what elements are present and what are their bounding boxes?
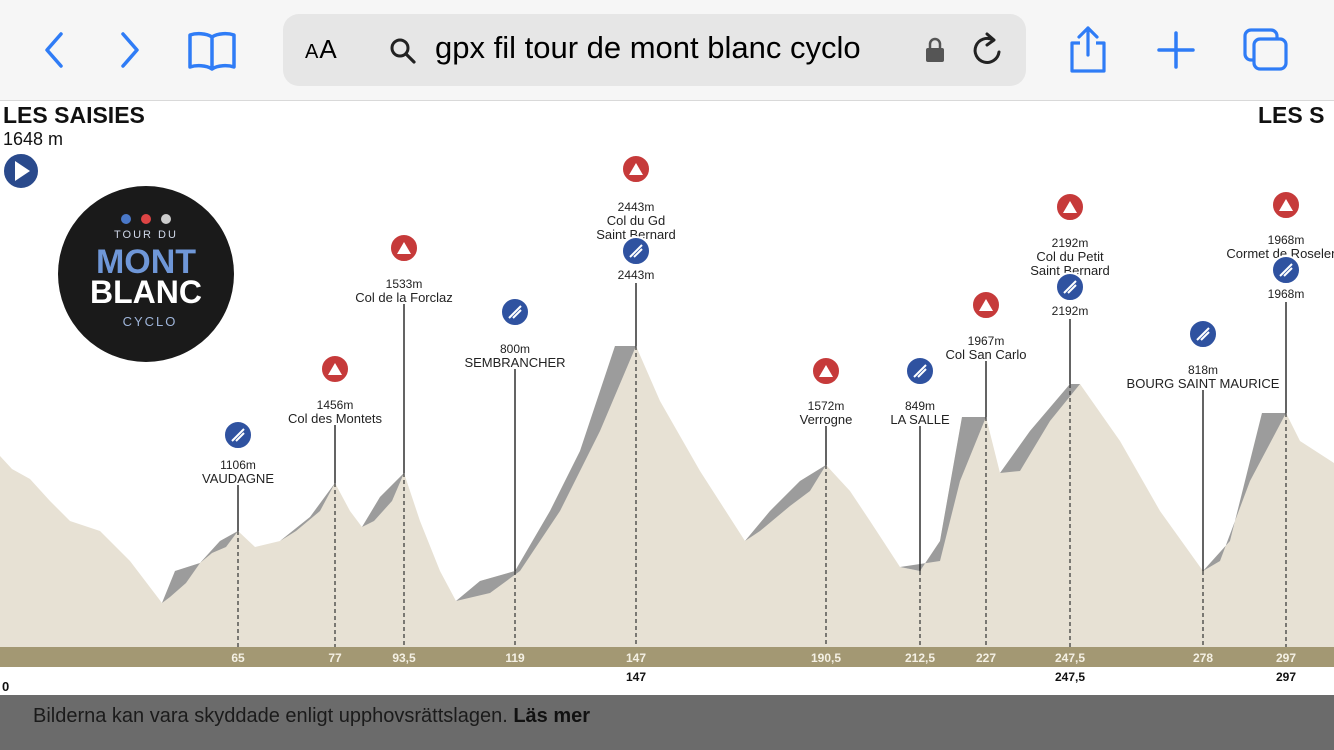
point-km-total: 147 bbox=[626, 670, 646, 684]
town-marker-icon bbox=[223, 420, 253, 450]
elevation-profile-image[interactable]: LES SAISIES 1648 m LES S 0 TOUR DU MONT … bbox=[0, 101, 1334, 695]
chevron-left-icon[interactable] bbox=[24, 20, 84, 80]
point-km-total: 297 bbox=[1276, 670, 1296, 684]
address-bar[interactable]: AAAA gpx fil tour de mont blanc cyclo bbox=[283, 14, 1026, 86]
point-town-elevation: 1968m bbox=[1268, 287, 1305, 301]
col-marker-icon bbox=[621, 154, 651, 184]
profile-shading bbox=[162, 346, 1286, 603]
point-town-elevation: 2192m bbox=[1052, 304, 1089, 318]
profile-area bbox=[0, 346, 1334, 649]
url-text[interactable]: gpx fil tour de mont blanc cyclo bbox=[435, 30, 861, 65]
point-name: SEMBRANCHER bbox=[464, 355, 565, 370]
logo-line3: BLANC bbox=[90, 274, 202, 310]
tabs-icon[interactable] bbox=[1236, 20, 1296, 80]
start-name: LES SAISIES bbox=[3, 102, 145, 128]
col-marker-icon bbox=[1055, 192, 1085, 222]
lock-icon bbox=[925, 36, 945, 69]
point-elevation: 818m bbox=[1188, 363, 1218, 377]
logo-line1: TOUR DU bbox=[114, 229, 178, 241]
point-name: LA SALLE bbox=[890, 412, 950, 427]
copyright-text: Bilderna kan vara skyddade enligt upphov… bbox=[33, 705, 508, 727]
start-marker-icon bbox=[2, 152, 40, 190]
point-name: BOURG SAINT MAURICE bbox=[1127, 376, 1280, 391]
start-km: 0 bbox=[2, 679, 9, 694]
point-name: Col du Petit bbox=[1036, 249, 1104, 264]
town-marker-icon bbox=[1188, 319, 1218, 349]
point-elevation: 1967m bbox=[968, 334, 1005, 348]
point-name: Col San Carlo bbox=[946, 347, 1027, 362]
town-marker-icon bbox=[500, 297, 530, 327]
end-name: LES S bbox=[1258, 102, 1324, 128]
browser-toolbar: AAAA gpx fil tour de mont blanc cyclo bbox=[0, 0, 1334, 101]
point-km: 278 bbox=[1193, 651, 1213, 665]
point-name: Saint Bernard bbox=[1030, 263, 1110, 278]
town-marker-icon bbox=[905, 356, 935, 386]
point-km: 65 bbox=[231, 651, 245, 665]
search-icon bbox=[389, 37, 417, 70]
town-marker-icon bbox=[621, 236, 651, 266]
point-elevation: 1533m bbox=[386, 277, 423, 291]
col-marker-icon bbox=[320, 354, 350, 384]
col-marker-icon bbox=[811, 356, 841, 386]
reload-icon[interactable] bbox=[971, 32, 1005, 73]
point-km: 247,5 bbox=[1055, 651, 1085, 665]
start-elevation: 1648 m bbox=[3, 129, 63, 149]
point-elevation: 1456m bbox=[317, 398, 354, 412]
town-marker-icon bbox=[1055, 272, 1085, 302]
copyright-banner: Bilderna kan vara skyddade enligt upphov… bbox=[0, 695, 1334, 750]
point-name: Col de la Forclaz bbox=[355, 290, 453, 305]
point-km-total: 247,5 bbox=[1055, 670, 1085, 684]
point-name: Col des Montets bbox=[288, 411, 382, 426]
point-elevation: 849m bbox=[905, 399, 935, 413]
point-elevation: 800m bbox=[500, 342, 530, 356]
logo-line4: CYCLO bbox=[123, 314, 178, 329]
col-marker-icon bbox=[971, 290, 1001, 320]
distance-bar bbox=[0, 647, 1334, 667]
col-marker-icon bbox=[1271, 190, 1301, 220]
point-elevation: 2443m bbox=[618, 200, 655, 214]
point-elevation: 1572m bbox=[808, 399, 845, 413]
read-more-link[interactable]: Läs mer bbox=[513, 705, 591, 727]
text-size-button[interactable]: AAAA bbox=[305, 34, 338, 64]
point-km: 77 bbox=[328, 651, 342, 665]
point-elevation: 2192m bbox=[1052, 236, 1089, 250]
plus-icon[interactable] bbox=[1146, 20, 1206, 80]
tour-du-mont-blanc-logo: TOUR DU MONT BLANC CYCLO bbox=[58, 186, 234, 362]
chevron-right-icon[interactable] bbox=[100, 20, 160, 80]
point-km: 227 bbox=[976, 651, 996, 665]
point-town-elevation: 2443m bbox=[618, 268, 655, 282]
town-marker-icon bbox=[1271, 255, 1301, 285]
point-name: VAUDAGNE bbox=[202, 471, 274, 486]
logo-line2: MONT bbox=[96, 243, 196, 281]
elevation-profile-chart: LES SAISIES 1648 m LES S 0 TOUR DU MONT … bbox=[0, 102, 1334, 695]
share-icon[interactable] bbox=[1058, 20, 1118, 80]
point-name: Verrogne bbox=[800, 412, 853, 427]
point-name: Saint Bernard bbox=[596, 227, 676, 242]
point-km: 297 bbox=[1276, 651, 1296, 665]
col-marker-icon bbox=[389, 233, 419, 263]
distance-total-bar bbox=[0, 667, 1334, 695]
point-km: 212,5 bbox=[905, 651, 935, 665]
point-km: 93,5 bbox=[392, 651, 416, 665]
point-km: 119 bbox=[505, 651, 525, 665]
point-elevation: 1968m bbox=[1268, 233, 1305, 247]
point-elevation: 1106m bbox=[220, 458, 256, 472]
bookmarks-icon[interactable] bbox=[182, 20, 242, 80]
point-name: Col du Gd bbox=[607, 213, 666, 228]
point-km: 190,5 bbox=[811, 651, 841, 665]
point-km: 147 bbox=[626, 651, 646, 665]
point-name: Cormet de Roselend bbox=[1226, 246, 1334, 261]
